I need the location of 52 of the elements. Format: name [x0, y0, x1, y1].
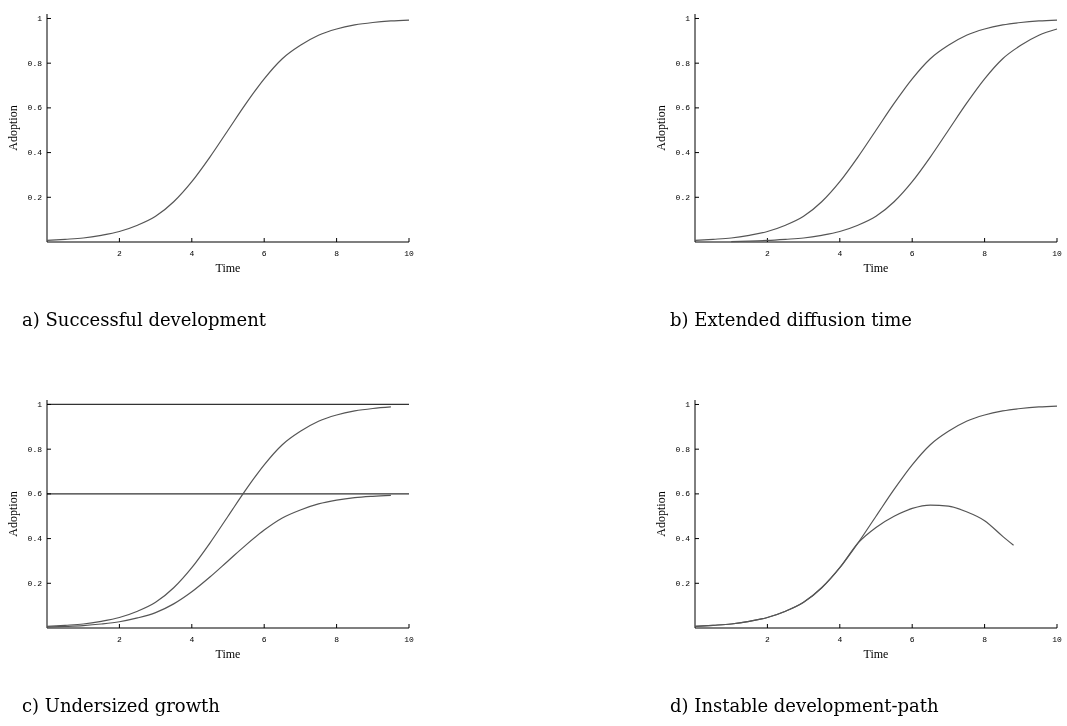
x-tick-label: 10 — [1052, 635, 1062, 644]
y-tick-label: 0.4 — [675, 148, 691, 158]
x-tick-label: 10 — [404, 249, 414, 258]
y-tick-label: 0.4 — [27, 148, 43, 158]
x-tick-label: 8 — [334, 635, 340, 644]
y-tick-label: 0.6 — [675, 103, 691, 113]
text: a) Successful development — [22, 309, 267, 330]
y-axis-title: Adoption — [6, 105, 20, 151]
y-tick-label: 1 — [37, 14, 43, 24]
y-tick-label: 0.6 — [27, 103, 43, 113]
x-tick-label: 4 — [189, 635, 195, 644]
x-tick-label: 4 — [837, 635, 843, 644]
x-tick-label: 6 — [909, 635, 915, 644]
text: b) Extended diffusion time — [670, 309, 912, 330]
x-tick-label: 2 — [116, 249, 122, 258]
x-axis-title: Time — [863, 647, 889, 661]
x-tick-label: 4 — [837, 249, 843, 258]
y-axis-title: Adoption — [654, 491, 668, 537]
text: c) Undersized growth — [22, 695, 221, 716]
x-tick-label: 8 — [982, 249, 988, 258]
y-tick-label: 0.4 — [27, 534, 43, 544]
y-tick-label: 0.2 — [27, 192, 43, 202]
y-tick-label: 0.8 — [675, 58, 691, 68]
y-tick-label: 0.8 — [27, 444, 43, 454]
y-tick-label: 0.2 — [675, 192, 691, 202]
y-tick-label: 1 — [685, 14, 691, 24]
y-tick-label: 1 — [37, 400, 43, 410]
x-axis-title: Time — [215, 647, 241, 661]
y-tick-label: 1 — [685, 400, 691, 410]
x-tick-label: 4 — [189, 249, 195, 258]
x-tick-label: 10 — [1052, 249, 1062, 258]
y-tick-label: 0.4 — [675, 534, 691, 544]
x-tick-label: 8 — [334, 249, 340, 258]
y-tick-label: 0.8 — [675, 444, 691, 454]
x-tick-label: 6 — [261, 635, 267, 644]
x-tick-label: 2 — [764, 249, 770, 258]
text: d) Instable development-path — [670, 695, 940, 716]
x-axis-title: Time — [863, 261, 889, 275]
y-tick-label: 0.2 — [27, 578, 43, 588]
y-tick-label: 0.6 — [27, 489, 43, 499]
y-tick-label: 0.8 — [27, 58, 43, 68]
y-axis-title: Adoption — [6, 491, 20, 537]
y-axis-title: Adoption — [654, 105, 668, 151]
x-tick-label: 6 — [261, 249, 267, 258]
x-tick-label: 10 — [404, 635, 414, 644]
x-axis-title: Time — [215, 261, 241, 275]
x-tick-label: 6 — [909, 249, 915, 258]
x-tick-label: 2 — [116, 635, 122, 644]
x-tick-label: 8 — [982, 635, 988, 644]
y-tick-label: 0.6 — [675, 489, 691, 499]
y-tick-label: 0.2 — [675, 578, 691, 588]
x-tick-label: 2 — [764, 635, 770, 644]
